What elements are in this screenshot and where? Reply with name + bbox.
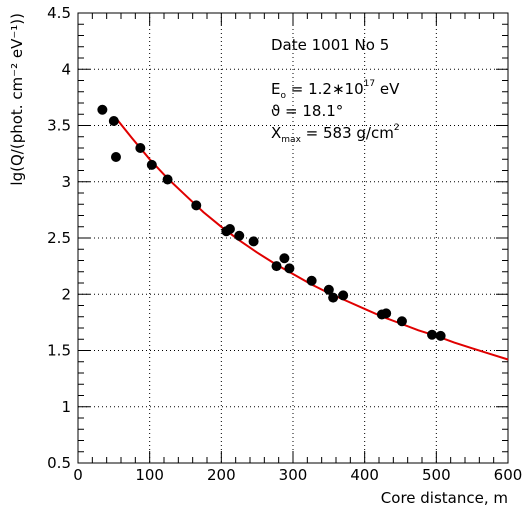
x-tick-labels: 0 100 200 300 400 500 600	[73, 466, 522, 484]
y-tick-label: 2	[61, 285, 71, 303]
x-tick-label: 500	[422, 466, 451, 484]
data-point	[396, 316, 407, 327]
axis-ticks	[77, 12, 509, 464]
data-point	[435, 330, 446, 341]
data-point	[328, 292, 339, 303]
data-points	[97, 104, 446, 341]
y-tick-label: 3	[61, 173, 71, 191]
x-tick-label: 300	[279, 466, 308, 484]
data-point	[381, 308, 392, 319]
x-tick-label: 100	[135, 466, 164, 484]
data-point	[146, 159, 157, 170]
y-tick-label: 1.5	[47, 342, 71, 360]
fit-curve	[116, 119, 509, 361]
y-tick-label: 4	[61, 60, 71, 78]
annotation-xmax: Xmax = 583 g/cm2	[271, 123, 400, 145]
data-point	[323, 284, 334, 295]
data-point	[234, 230, 245, 241]
data-point	[110, 152, 121, 162]
data-point	[306, 275, 317, 286]
x-axis-title: Core distance, m	[381, 489, 508, 507]
data-point	[191, 200, 202, 211]
data-point	[135, 143, 146, 153]
y-tick-labels: 0.5 1 1.5 2 2.5 3 3.5 4 4.5	[47, 4, 71, 472]
grid-lines	[78, 13, 508, 463]
x-tick-label: 600	[494, 466, 523, 484]
data-point	[162, 174, 173, 185]
annotation-block: Date 1001 No 5 Eo = 1.2∗1017 eV ϑ = 18.1…	[271, 36, 400, 145]
x-tick-label: 200	[207, 466, 236, 484]
y-tick-label: 0.5	[47, 454, 71, 472]
y-axis-title: lg(Q/(phot. cm⁻² eV⁻¹))	[8, 13, 26, 186]
data-point	[427, 329, 438, 340]
y-tick-label: 3.5	[47, 117, 71, 135]
data-point	[271, 261, 282, 272]
data-point	[224, 224, 235, 234]
data-point	[248, 236, 259, 247]
x-tick-label: 0	[73, 466, 83, 484]
y-tick-label: 2.5	[47, 229, 71, 247]
x-tick-label: 400	[350, 466, 379, 484]
annotation-date: Date 1001 No 5	[271, 36, 389, 54]
annotation-theta: ϑ = 18.1°	[271, 102, 343, 120]
data-point	[338, 290, 349, 301]
y-tick-label: 4.5	[47, 4, 71, 22]
data-point	[108, 116, 119, 126]
data-point	[97, 104, 108, 115]
data-point	[279, 253, 290, 264]
annotation-energy: Eo = 1.2∗1017 eV	[271, 79, 400, 101]
data-point	[284, 263, 295, 274]
y-tick-label: 1	[61, 398, 71, 416]
